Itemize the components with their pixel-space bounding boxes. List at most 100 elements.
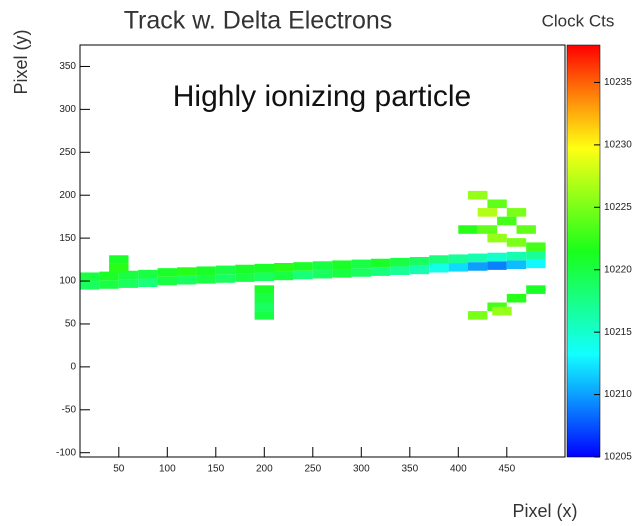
heatmap-cell bbox=[177, 275, 197, 285]
heatmap-cell bbox=[492, 306, 512, 316]
heatmap-cell bbox=[371, 267, 391, 276]
y-tick-label: 100 bbox=[59, 276, 76, 287]
heatmap-cell bbox=[235, 273, 255, 282]
heatmap-cell bbox=[458, 225, 478, 234]
heatmap-cell bbox=[196, 275, 216, 284]
heatmap-cell bbox=[429, 255, 449, 264]
heatmap-cell bbox=[506, 251, 527, 261]
colorbar-tick-label: 10205 bbox=[604, 452, 632, 463]
y-axis-label: Pixel (y) bbox=[11, 29, 31, 94]
y-tick-label: 200 bbox=[59, 190, 76, 201]
colorbar-tick-label: 10215 bbox=[604, 327, 632, 338]
heatmap-cell bbox=[468, 190, 488, 200]
heatmap-cell bbox=[312, 269, 333, 279]
colorbar-title: Clock Cts bbox=[542, 11, 615, 30]
heatmap-cell bbox=[254, 272, 274, 282]
heatmap-cell bbox=[157, 276, 177, 286]
heatmap-cell bbox=[487, 233, 507, 243]
heatmap-cell bbox=[138, 269, 158, 279]
x-tick-label: 300 bbox=[353, 464, 370, 475]
annotation: Highly ionizing particle bbox=[173, 80, 471, 113]
heatmap-cell bbox=[254, 285, 274, 294]
heatmap-cell bbox=[468, 253, 488, 263]
colorbar-tick-label: 10225 bbox=[604, 202, 632, 213]
heatmap-cell bbox=[429, 263, 449, 273]
heatmap-cell bbox=[506, 260, 527, 270]
heatmap-cell bbox=[448, 263, 468, 272]
heatmap-cell bbox=[526, 285, 546, 294]
heatmap-cell bbox=[293, 270, 313, 280]
colorbar-tick-label: 10230 bbox=[604, 140, 632, 151]
heatmap-cell bbox=[516, 225, 536, 234]
x-tick-label: 250 bbox=[304, 464, 321, 475]
chart-title: Track w. Delta Electrons bbox=[124, 7, 393, 35]
y-tick-label: -50 bbox=[62, 404, 77, 415]
heatmap-cell bbox=[138, 278, 158, 288]
heatmap-cell bbox=[497, 216, 517, 226]
heatmap-cell bbox=[293, 262, 313, 271]
y-tick-label: 50 bbox=[65, 319, 77, 330]
y-tick-label: -100 bbox=[56, 447, 76, 458]
heatmap-cell bbox=[274, 271, 294, 281]
heatmap-cell bbox=[196, 266, 216, 276]
heatmap-cell bbox=[371, 258, 391, 268]
heatmap-cell bbox=[99, 271, 119, 281]
x-tick-label: 350 bbox=[401, 464, 418, 475]
heatmap-cell bbox=[390, 257, 410, 267]
y-tick-label: 250 bbox=[59, 147, 76, 158]
colorbar bbox=[566, 44, 601, 458]
colorbar-tick-label: 10220 bbox=[604, 264, 632, 275]
x-tick-label: 50 bbox=[113, 464, 125, 475]
heatmap-cell bbox=[332, 260, 352, 270]
heatmap-cell bbox=[448, 254, 468, 264]
heatmap-cell bbox=[312, 261, 333, 270]
x-tick-label: 150 bbox=[207, 464, 224, 475]
heatmap-cell bbox=[506, 238, 527, 247]
x-axis-label: Pixel (x) bbox=[512, 501, 577, 521]
heatmap-cell bbox=[487, 252, 507, 262]
heatmap-cell bbox=[118, 279, 139, 288]
heatmap-cell bbox=[157, 268, 177, 277]
x-tick-label: 450 bbox=[498, 464, 515, 475]
heatmap-cell bbox=[99, 280, 119, 289]
heatmap-cell bbox=[109, 255, 129, 264]
y-tick-label: 300 bbox=[59, 104, 76, 115]
y-tick-label: 350 bbox=[59, 61, 76, 72]
heatmap-cell bbox=[332, 269, 352, 278]
heatmap-cell bbox=[118, 270, 139, 280]
heatmap-cell bbox=[409, 265, 430, 275]
heatmap-cell bbox=[468, 262, 488, 271]
heatmap-cell bbox=[526, 242, 546, 251]
heatmap-cell bbox=[506, 293, 527, 303]
heatmap-cell bbox=[80, 272, 100, 282]
heatmap-cell bbox=[254, 302, 274, 312]
y-tick-label: 150 bbox=[59, 233, 76, 244]
heatmap-cell bbox=[215, 274, 236, 283]
heatmap-cell bbox=[477, 208, 498, 217]
heatmap-cell bbox=[487, 261, 507, 270]
x-tick-label: 200 bbox=[256, 464, 273, 475]
heatmap-cell bbox=[351, 259, 371, 269]
colorbar-tick-label: 10235 bbox=[604, 77, 632, 88]
heatmap-cell bbox=[526, 259, 546, 269]
plot-area bbox=[80, 190, 546, 320]
heatmap-cell bbox=[477, 225, 498, 234]
heatmap-cell bbox=[390, 266, 410, 276]
heatmap-cell bbox=[351, 268, 371, 277]
heatmap-cell bbox=[487, 199, 507, 209]
heatmap-cell bbox=[526, 251, 546, 260]
heatmap-cell bbox=[254, 263, 274, 273]
heatmap-cell bbox=[235, 264, 255, 274]
plot-frame bbox=[79, 44, 566, 458]
x-tick-label: 100 bbox=[159, 464, 176, 475]
heatmap-cell bbox=[468, 311, 488, 320]
heatmap-cell bbox=[409, 257, 430, 266]
heatmap-cell bbox=[274, 263, 294, 272]
heatmap-cell bbox=[215, 265, 236, 275]
heatmap-cell bbox=[506, 208, 527, 217]
heatmap-cell bbox=[80, 281, 100, 290]
heatmap-cell bbox=[254, 293, 274, 303]
colorbar-tick-label: 10210 bbox=[604, 389, 632, 400]
y-tick-label: 0 bbox=[70, 362, 76, 373]
